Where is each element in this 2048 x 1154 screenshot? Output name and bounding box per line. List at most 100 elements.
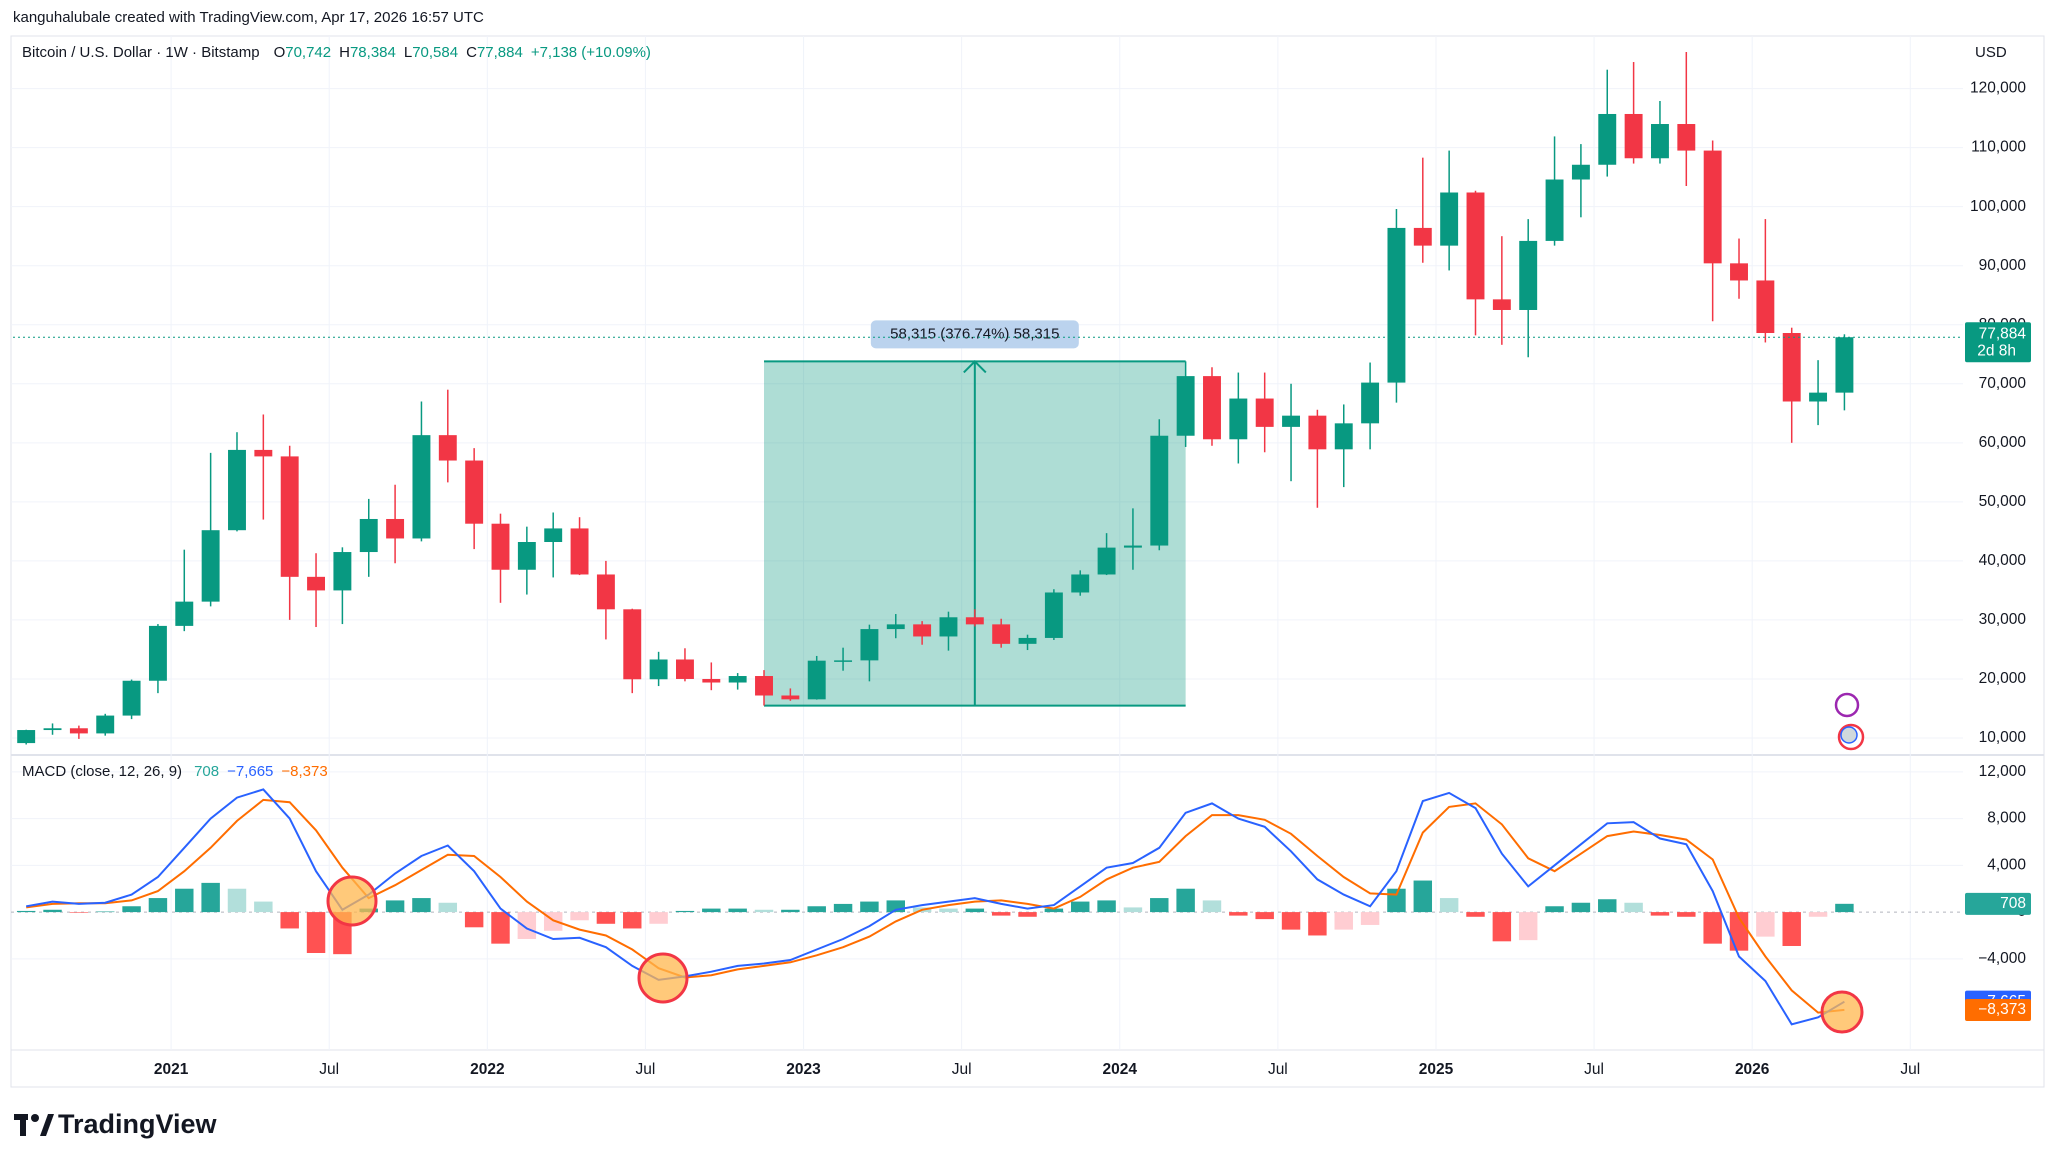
x-tick-label: 2022 [470,1061,504,1078]
icon[interactable] [1834,692,1860,718]
candle-body [228,449,246,531]
candle-body [992,624,1011,644]
range-arrowhead [963,359,987,374]
candle-body [1097,547,1116,575]
credit: kanguhalubale created with TradingView.c… [13,9,484,26]
histogram-bar [1677,912,1696,917]
y-tick-label: 8,000 [1987,810,2026,827]
candle-body [1044,592,1063,638]
y-tick-label: 110,000 [1971,139,2026,156]
histogram-bar [1466,912,1485,917]
macd-legend: MACD (close, 12, 26, 9) 708 −7,665 −8,373 [22,763,328,780]
histogram-bar [175,888,194,913]
y-tick-label: 10,000 [1979,729,2027,746]
range-label: 58,315 (376.74%) 58,315 [890,325,1059,342]
histogram-last-label: 708 [2000,895,2026,912]
legend-key: L [404,44,412,61]
histogram-bar [96,911,115,913]
histogram-last-box [1965,892,2031,915]
candle-body [1255,398,1274,427]
histogram-bar [649,912,668,924]
candle-body [886,624,905,630]
candle-body [1571,164,1590,180]
candle-body [965,617,984,625]
histogram-bar [1150,898,1169,913]
candle-body [17,730,36,744]
candle-body [649,659,668,680]
candle-body [807,660,826,700]
candle-body [1835,337,1854,393]
logo-mark [20,1114,26,1136]
histogram-bar [122,906,141,913]
histogram-bar [728,908,747,913]
candle-body [834,660,853,662]
histogram-bar [201,882,220,913]
histogram-bar [1123,907,1143,913]
histogram-bar [860,901,879,913]
histogram-bar [702,908,721,913]
x-tick-label: Jul [319,1061,339,1078]
candle-body [438,435,457,461]
histogram-bar [1176,888,1195,913]
histogram-bar [807,906,826,913]
countdown: 2d 8h [1977,342,2016,359]
histogram-bar [1018,912,1037,917]
histogram-bar [781,909,800,913]
candle-body [1598,113,1617,165]
x-tick-label: Jul [1900,1061,1920,1078]
logo-text: TradingView [58,1109,218,1139]
candle-body [1519,240,1538,310]
candle-body [1756,280,1775,334]
candle-body [781,695,800,700]
candle-body [517,542,536,570]
y-tick-label: 70,000 [1979,375,2027,392]
histogram-bar [1808,912,1828,917]
candle-body [623,609,642,680]
histogram-bar [1756,912,1775,937]
candle-body [1440,192,1459,246]
x-tick-label: Jul [1268,1061,1288,1078]
histogram-bar [596,912,616,924]
candle-body [1492,299,1511,310]
legend-value: 70,742 [285,44,331,61]
candle-body [1782,333,1801,402]
candle-body [201,530,220,602]
x-tick-label: 2026 [1735,1061,1770,1078]
signal-legend-value: −8,373 [281,763,327,780]
candle-body [122,680,141,716]
candle-body [860,629,879,661]
legend-value: 77,884 [477,44,523,61]
histogram-legend-value: 708 [194,763,219,780]
candle-body [465,460,484,524]
histogram-bar [1729,912,1749,951]
candle-body [1413,227,1432,246]
candle-body [307,576,325,591]
cross-circle [1820,990,1864,1034]
x-tick-label: 2021 [154,1061,189,1078]
candle-body [570,528,589,575]
candle-body [1703,150,1722,264]
range-label-box [870,320,1079,349]
histogram-bar [1598,899,1617,913]
candle-body [702,678,721,683]
x-tick-label: Jul [1584,1061,1604,1078]
histogram-bar [280,912,299,929]
histogram-bar [1044,908,1064,913]
histogram-bar [1545,906,1564,913]
histogram-bar [438,902,458,913]
x-tick-label: 2024 [1103,1061,1138,1078]
y-tick-label: 12,000 [1979,763,2027,780]
histogram-bar [675,910,695,913]
candle-body [491,523,510,570]
candle-body [359,518,378,553]
histogram-bar [1229,912,1248,916]
histogram-bar [1571,902,1591,913]
signal-line [26,798,1845,1014]
histogram-bar [623,912,642,929]
icon[interactable] [1840,726,1858,744]
candle-body [96,715,115,734]
histogram-bar [1071,901,1090,913]
y-tick-label: 50,000 [1979,493,2027,510]
candle-body [43,728,62,731]
histogram-bar [517,912,537,939]
